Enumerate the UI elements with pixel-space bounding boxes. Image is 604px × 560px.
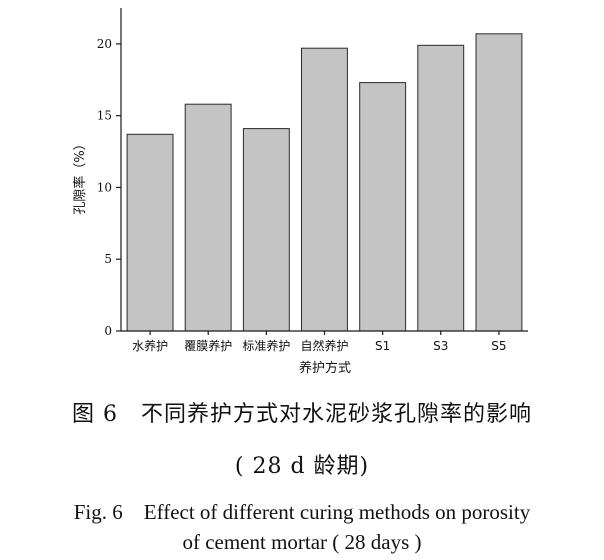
y-axis-ticks: 0 5 10 15 20 xyxy=(97,37,121,338)
bar-5 xyxy=(359,82,407,332)
y-tick-label: 15 xyxy=(97,109,112,123)
x-tick-label: S1 xyxy=(375,339,390,353)
x-axis-title: 养护方式 xyxy=(299,360,351,376)
figure-caption-zh-line1: 图 6 不同养护方式对水泥砂浆孔隙率的影响 xyxy=(72,402,532,427)
bar-1 xyxy=(126,133,174,332)
bar-6 xyxy=(417,44,465,332)
y-tick-label: 0 xyxy=(104,324,112,338)
x-tick-label: 自然养护 xyxy=(300,338,348,353)
x-tick-label: 覆膜养护 xyxy=(184,338,232,353)
bar-4 xyxy=(301,47,348,332)
figure-caption-en-line1: Fig. 6 Effect of different curing method… xyxy=(73,500,531,524)
x-tick-label: S5 xyxy=(491,339,506,353)
bar-chart: 0 5 10 15 20 水养护 覆膜养护 标准养护 自然养护 S1 S3 S5 养护方式 孔隙率（… xyxy=(72,8,528,376)
y-axis-title: 孔隙率（%） xyxy=(72,137,88,214)
y-tick-label: 20 xyxy=(97,37,112,51)
y-tick-label: 5 xyxy=(104,252,112,266)
x-tick-label: 标准养护 xyxy=(242,338,290,353)
bars-group xyxy=(126,33,523,332)
x-tick-label: S3 xyxy=(433,339,448,353)
bar-7 xyxy=(475,33,523,332)
y-tick-label: 10 xyxy=(97,180,112,194)
x-axis-ticks: 水养护 覆膜养护 标准养护 自然养护 S1 S3 S5 xyxy=(132,331,507,353)
figure-caption-en-line2: of cement mortar ( 28 days ) xyxy=(182,530,422,554)
x-tick-label: 水养护 xyxy=(132,338,168,353)
bar-3 xyxy=(242,128,290,332)
bar-2 xyxy=(184,103,232,332)
figure-caption-zh-line2: ( 28 d 龄期) xyxy=(234,454,370,479)
